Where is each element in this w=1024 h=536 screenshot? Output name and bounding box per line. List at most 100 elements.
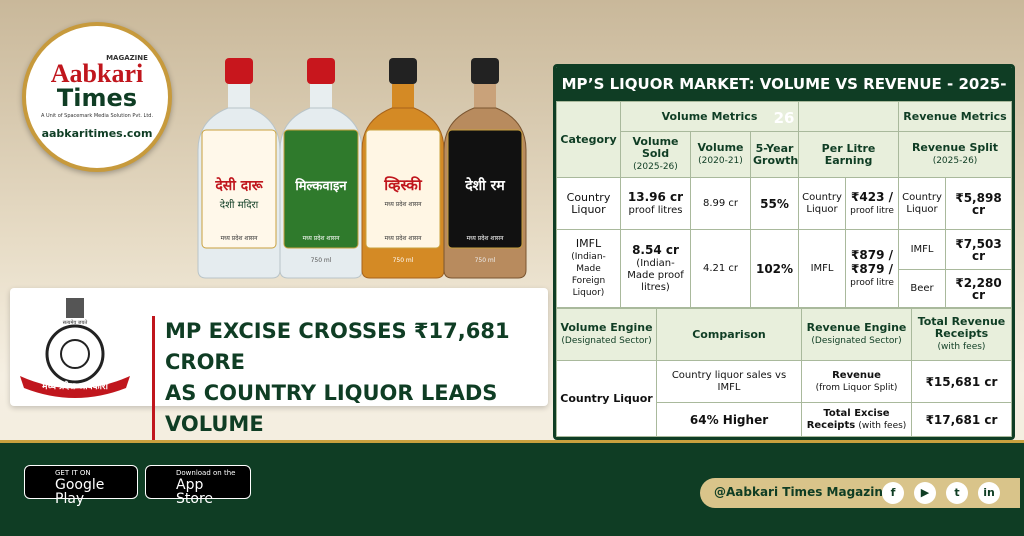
header-text: Volume Sold: [632, 135, 679, 160]
cell: 64% Higher: [656, 402, 802, 437]
header-note: (Designated Sector): [561, 336, 652, 346]
headline-card: सत्यमेव जयते मध्य प्रदेश आबकारी MP EXCIS…: [10, 288, 548, 440]
app-store-button[interactable]: Download on the App Store: [145, 465, 251, 506]
header-note: (2020-21): [698, 156, 743, 166]
social-icon[interactable]: t: [946, 482, 968, 504]
header-cell: Total Revenue Receipts (with fees): [911, 308, 1012, 361]
value: ₹423 /: [851, 189, 894, 204]
category-cell: IMFL (Indian-Made Foreign Liquor): [556, 229, 621, 308]
logo-website: aabkaritimes.com: [41, 127, 153, 140]
summary-table: Volume Engine (Designated Sector) Compari…: [556, 308, 1012, 437]
bottle-label: मध्य प्रदेश शासन: [385, 234, 423, 242]
social-bar: @Aabkari Times Magazine: [700, 478, 1020, 508]
cell: 8.54 cr (Indian-Made proof litres): [620, 229, 691, 308]
header-note: (2025-26): [633, 162, 678, 172]
social-handle: @Aabkari Times Magazine: [714, 485, 892, 499]
logo-brand: Aabkari: [50, 59, 144, 88]
button-caption: Download on the: [176, 469, 236, 477]
cell: Beer: [898, 269, 947, 308]
emblem-text: सत्यमेव जयते: [63, 319, 88, 326]
header-text: Revenue Split: [911, 141, 999, 154]
cell: ₹7,503 cr: [945, 229, 1012, 270]
note: (Indian-Made Foreign Liquor): [571, 252, 606, 298]
cell: Country Liquor: [898, 177, 947, 230]
headline-line: MP EXCISE CROSSES ₹17,681 CRORE: [165, 319, 510, 374]
unit: proof litre: [850, 277, 894, 288]
cell: 4.21 cr: [690, 229, 751, 308]
button-label: Google Play: [55, 477, 105, 507]
header-cell: Volume Engine (Designated Sector): [556, 308, 657, 361]
headline: MP EXCISE CROSSES ₹17,681 CRORE AS COUNT…: [152, 316, 548, 440]
bottle-label: 750 ml: [393, 257, 414, 264]
emblem: सत्यमेव जयते मध्य प्रदेश आबकारी: [20, 298, 130, 398]
header-cell: Revenue Metrics: [898, 101, 1012, 132]
header-note: (Designated Sector): [811, 336, 902, 346]
cell: ₹17,681 cr: [911, 402, 1012, 437]
note: (with fees): [858, 420, 907, 431]
header-text: Total Revenue Receipts: [917, 315, 1006, 340]
header-note: (with fees): [937, 342, 986, 352]
cell: 55%: [749, 177, 800, 230]
cell: Country Liquor: [556, 360, 657, 437]
category-cell: Country Liquor: [556, 177, 621, 230]
bottle: व्हिस्की मध्य प्रदेश शासन मध्य प्रदेश शा…: [361, 58, 445, 279]
bottle-label: मध्य प्रदेश शासन: [385, 200, 423, 208]
bottle-label: 750 ml: [475, 257, 496, 264]
cell: ₹15,681 cr: [911, 360, 1012, 403]
cell: Revenue (from Liquor Split): [801, 360, 912, 403]
cell: IMFL: [798, 229, 847, 308]
value: ₹879 / ₹879 /: [851, 247, 894, 276]
cell: ₹879 / ₹879 /proof litre: [845, 229, 900, 308]
button-label: App Store: [176, 477, 214, 507]
header-text: Volume: [697, 141, 744, 154]
header-cell: Volume Sold (2025-26): [620, 131, 691, 178]
bottle: देसी दारू देशी मदिरा मध्य प्रदेश शासन: [197, 58, 281, 279]
cell: ₹5,898 cr: [945, 177, 1012, 230]
header-note: (2025-26): [932, 156, 978, 166]
logo: MAGAZINE Aabkari Times A Unit of Spacema…: [22, 22, 172, 172]
value: 13.96 cr: [627, 189, 684, 204]
bottle-label: व्हिस्की: [383, 176, 423, 194]
bottle-label: देसी दारू: [214, 177, 263, 194]
bottle-label: देशी रम: [464, 177, 505, 194]
header-text: Volume Engine: [560, 321, 653, 334]
cell: ₹2,280 cr: [945, 269, 1012, 308]
social-icon[interactable]: in: [978, 482, 1000, 504]
table-title: MP’S LIQUOR MARKET: VOLUME VS REVENUE - …: [556, 67, 1012, 127]
cell: Country Liquor: [798, 177, 847, 230]
logo-brand: Times: [56, 84, 138, 112]
emblem-text: मध्य प्रदेश आबकारी: [41, 380, 109, 392]
bottle-label: मिल्कवाइन: [294, 178, 347, 194]
bottle-label: मध्य प्रदेश शासन: [221, 234, 259, 242]
cell: 13.96 cr proof litres: [620, 177, 691, 230]
note: (from Liquor Split): [815, 382, 898, 393]
cell: 102%: [749, 229, 800, 308]
button-caption: GET IT ON: [55, 469, 91, 477]
header-cell: Volume (2020-21): [690, 131, 751, 178]
header-cell: Comparison: [656, 308, 802, 361]
data-table-panel: MP’S LIQUOR MARKET: VOLUME VS REVENUE - …: [553, 64, 1015, 440]
social-icon[interactable]: f: [882, 482, 904, 504]
value: 8.54 cr: [632, 242, 679, 257]
cell: Total Excise Receipts (with fees): [801, 402, 912, 437]
social-icon[interactable]: ▶: [914, 482, 936, 504]
logo-magazine: MAGAZINE: [106, 54, 148, 62]
cell: 8.99 cr: [690, 177, 751, 230]
headline-line: AS COUNTRY LIQUOR LEADS VOLUME: [165, 381, 498, 436]
category: IMFL: [575, 237, 602, 250]
bottle-label: मध्य प्रदेश शासन: [467, 234, 505, 242]
bottle-label: मध्य प्रदेश शासन: [303, 234, 341, 242]
unit: proof litre: [850, 205, 894, 216]
cell: ₹423 /proof litre: [845, 177, 900, 230]
header-cell: Volume Metrics: [619, 101, 800, 132]
unit: proof litres: [628, 204, 683, 216]
bottle: मिल्कवाइन मध्य प्रदेश शासन 750 ml: [279, 58, 363, 279]
label: Revenue: [832, 369, 881, 381]
header-cell: Category: [556, 101, 621, 178]
header-cell: 5-Year Growth: [749, 131, 800, 178]
google-play-button[interactable]: GET IT ON Google Play: [24, 465, 138, 506]
bottles: देसी दारू देशी मदिरा मध्य प्रदेश शासन मि…: [197, 58, 527, 279]
bottle: देशी रम मध्य प्रदेश शासन 750 ml: [443, 58, 527, 279]
metrics-table: Category Volume Metrics Revenue Metrics …: [556, 101, 1012, 308]
